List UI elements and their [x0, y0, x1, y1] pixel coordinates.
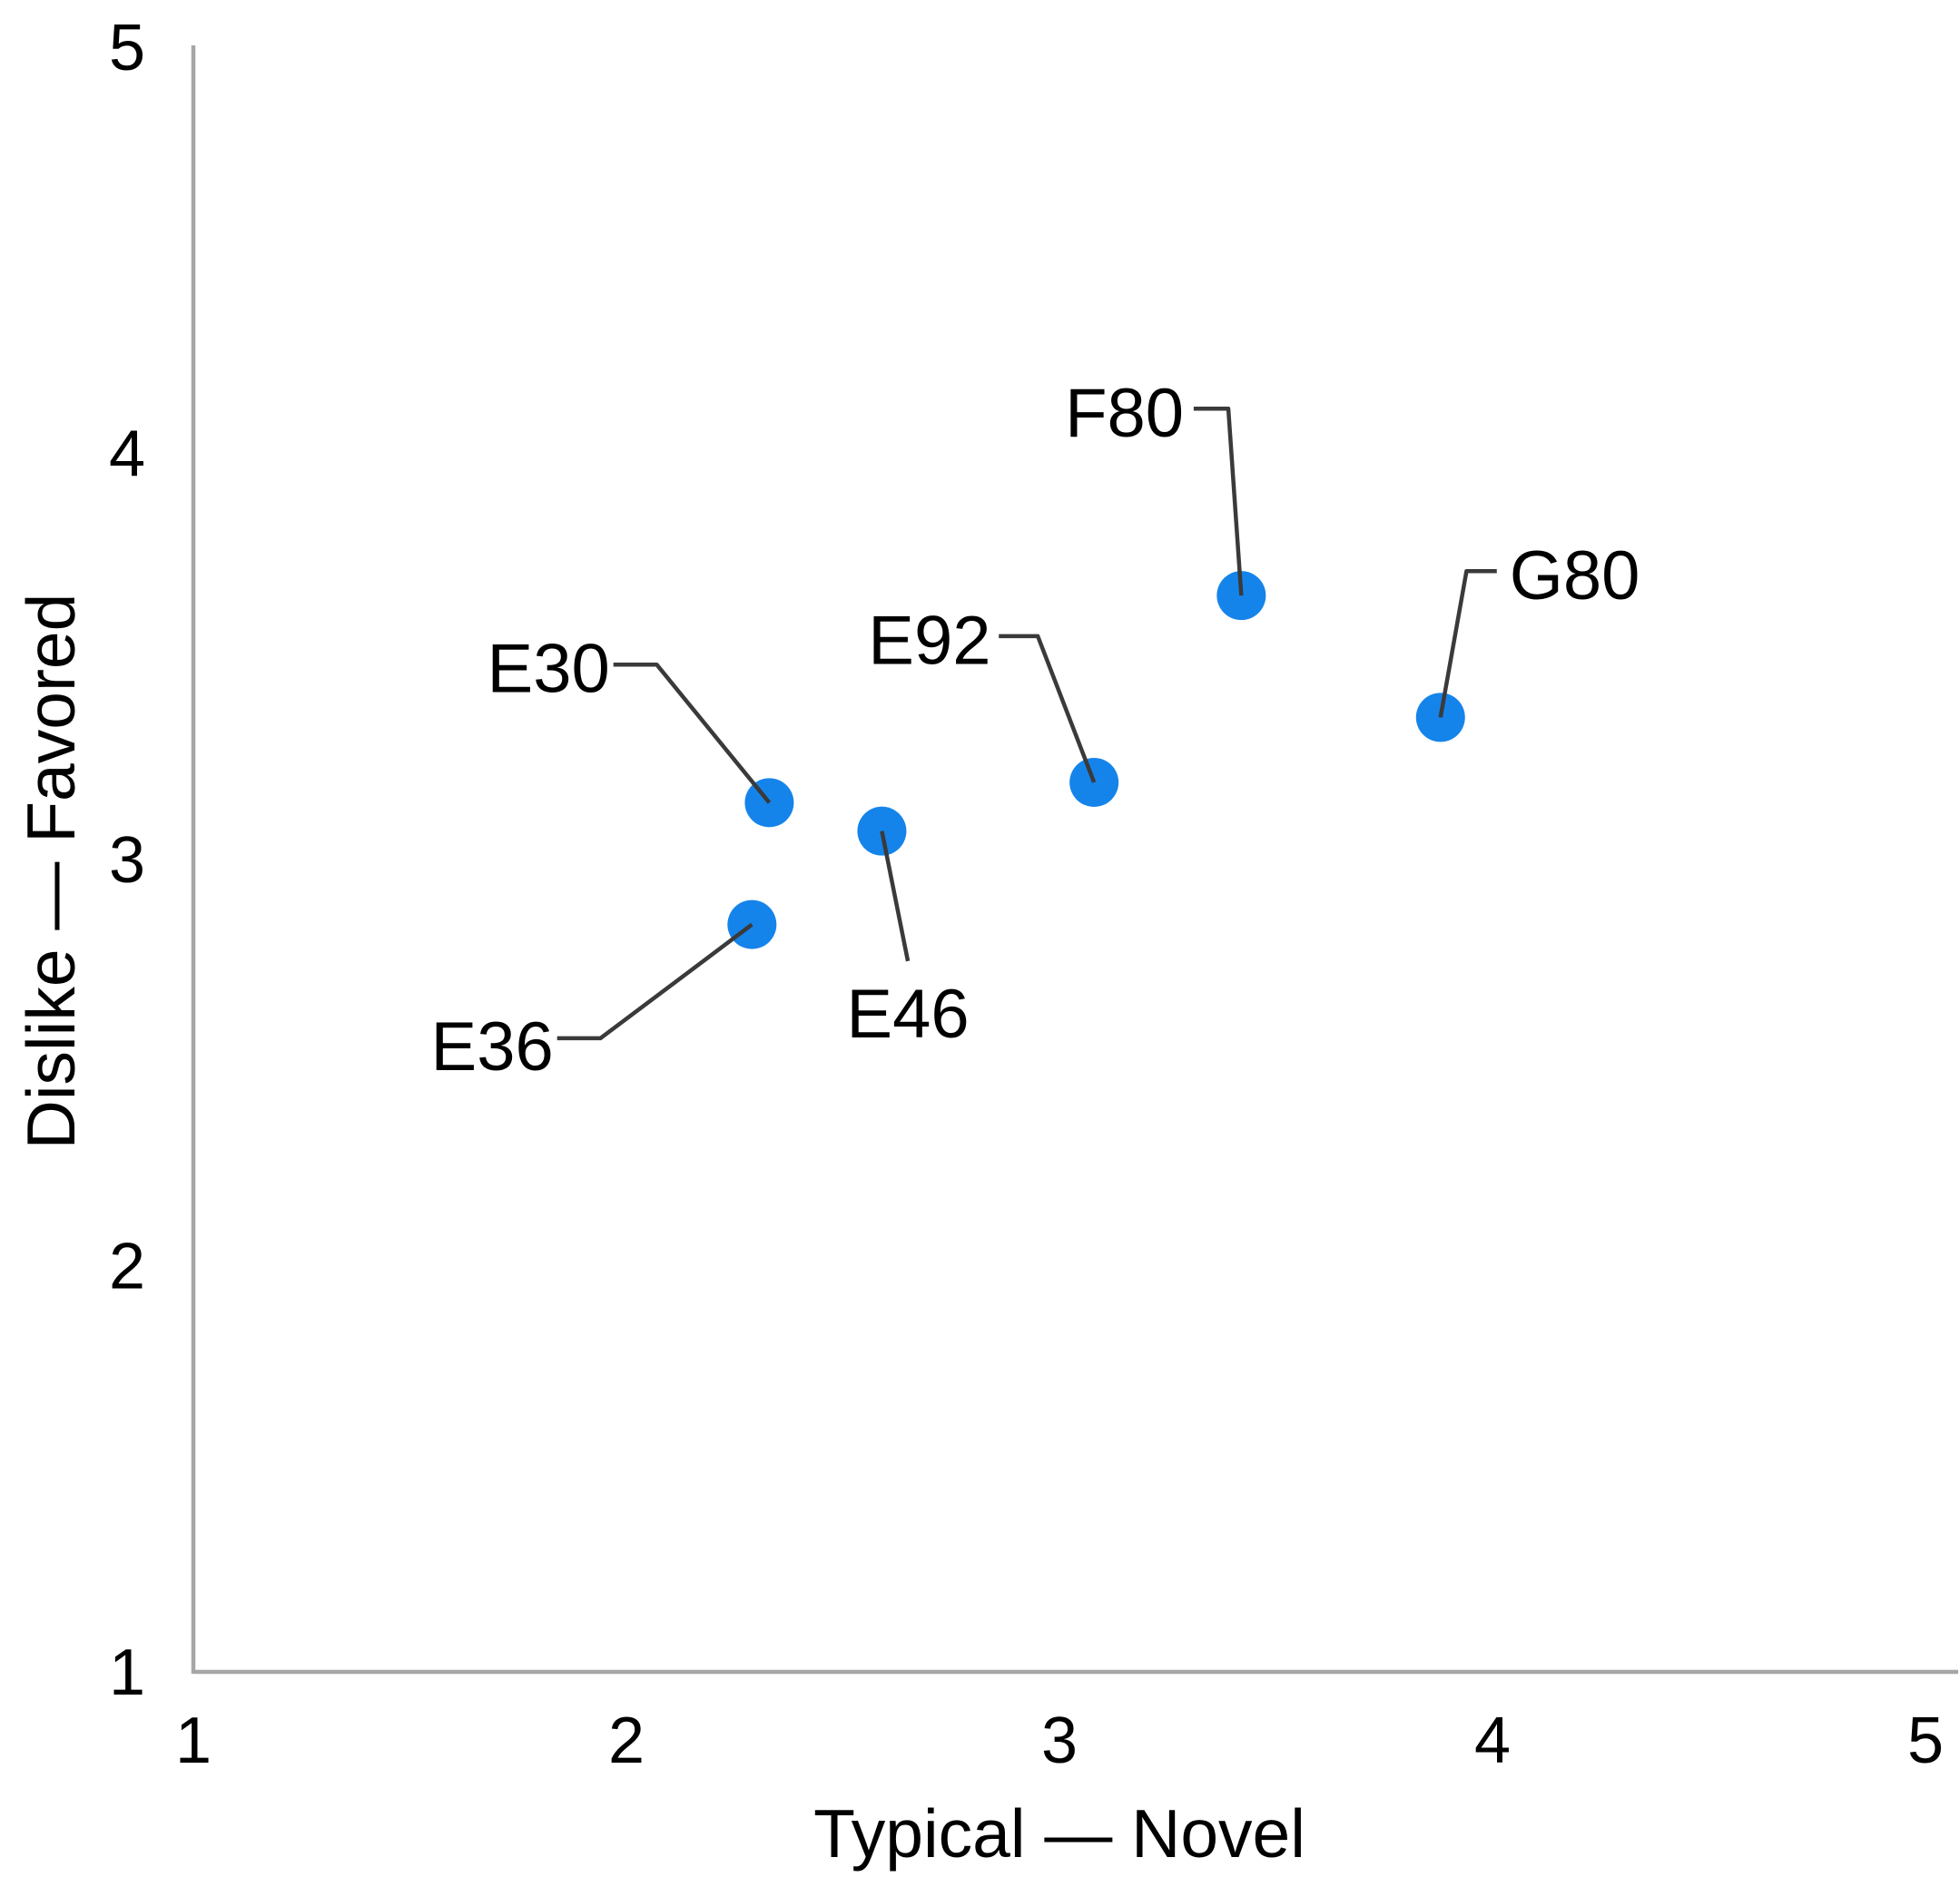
x-tick-label-1: 1	[175, 1705, 212, 1777]
point-label-E36: E36	[431, 1008, 554, 1086]
x-axis-title: Typical — Novel	[813, 1795, 1305, 1872]
leader-line-E30	[613, 662, 772, 804]
point-label-E92: E92	[868, 602, 990, 679]
point-label-F80: F80	[1065, 375, 1184, 452]
x-axis-tick-labels: 1 2 3 4 5	[175, 1705, 1944, 1777]
point-label-E30: E30	[488, 631, 610, 708]
leader-line-E46	[880, 830, 911, 962]
data-point-markers	[727, 571, 1465, 949]
y-tick-label-2: 2	[109, 1231, 145, 1303]
leader-line-G80	[1438, 569, 1497, 718]
y-axis-title: Dislike — Favored	[13, 594, 89, 1150]
x-tick-label-5: 5	[1907, 1705, 1944, 1777]
data-point-labels: E30 E36 E46 E92 F80 G80	[431, 375, 1640, 1086]
leader-lines	[556, 407, 1497, 1041]
point-label-G80: G80	[1510, 537, 1640, 614]
y-tick-label-3: 3	[109, 824, 145, 897]
point-label-E46: E46	[846, 976, 969, 1053]
y-tick-label-4: 4	[109, 418, 145, 491]
y-tick-label-5: 5	[109, 12, 145, 84]
y-axis-tick-labels: 1 2 3 4 5	[109, 12, 145, 1709]
leader-line-E36	[556, 922, 753, 1041]
x-tick-label-2: 2	[608, 1705, 645, 1777]
x-tick-label-4: 4	[1474, 1705, 1511, 1777]
leader-line-E92	[999, 634, 1097, 783]
x-tick-label-3: 3	[1041, 1705, 1078, 1777]
leader-line-F80	[1193, 407, 1244, 596]
y-tick-label-1: 1	[109, 1636, 145, 1709]
